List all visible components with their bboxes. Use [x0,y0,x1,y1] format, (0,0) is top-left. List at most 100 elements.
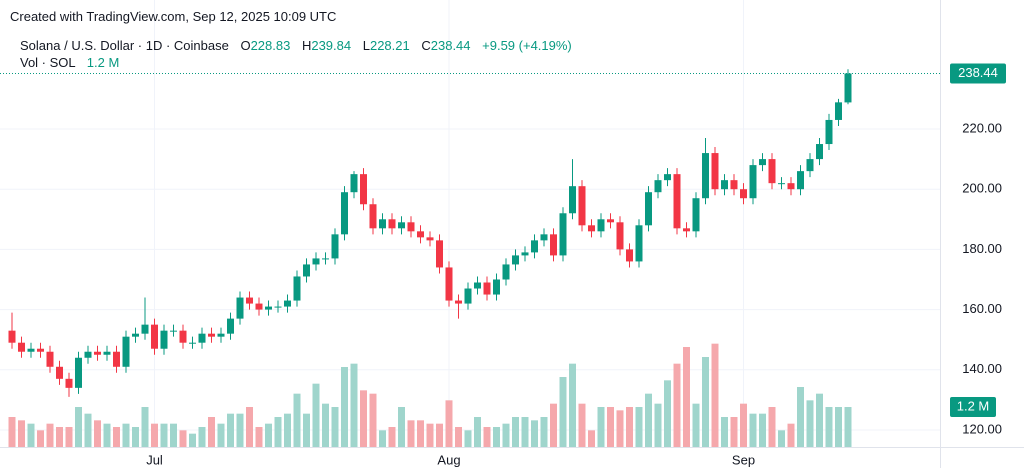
candle-body [759,159,766,166]
candle-body [312,258,320,265]
candle-body [721,180,728,190]
volume-bar [825,407,833,447]
volume-bar [398,407,405,447]
candle-body [740,189,747,199]
candle-body [673,174,681,229]
candle-body [369,204,377,229]
volume-bar [493,427,500,447]
candle-body [521,252,529,256]
candle-body [436,240,443,268]
volume-bar [464,430,472,447]
ohlc-value: 238.44 [430,38,471,53]
symbol: Solana / U.S. Dollar · 1D · Coinbase [20,38,229,53]
x-tick-label: Jul [146,452,163,467]
candle-body [18,342,25,352]
candle-body [797,171,804,190]
volume-bar [797,387,804,447]
volume-bar [597,407,605,447]
volume-bar [778,430,785,447]
candle-body [113,351,120,367]
volume-bar [635,407,643,447]
candle-body [236,297,244,319]
candle-body [65,378,73,388]
candle-body [379,219,386,229]
volume-bar [455,427,462,447]
candle-body [179,330,187,343]
volume-bar [578,403,586,447]
volume-bar [274,417,282,447]
ohlc-value: 228.83 [250,38,291,53]
candle-body [341,192,348,235]
candle-body [141,324,149,334]
volume-bar [265,423,272,447]
candle-body [84,351,92,358]
volume-bar [122,423,130,447]
candle-body [198,333,206,343]
volume-bar [816,393,823,447]
volume-bar [626,407,633,447]
candle-body [322,258,329,260]
candle-body [702,153,709,199]
x-tick-label: Aug [437,452,460,467]
candle-body [208,333,215,337]
candle-body [151,324,158,349]
candle-body [388,219,396,229]
volume-bar [730,417,738,447]
y-tick-label: 140.00 [962,361,1002,376]
volume-bar [436,423,443,447]
candle-body [455,300,462,304]
volume-bar [217,423,225,447]
y-tick-label: 180.00 [962,241,1002,256]
volume-bar [331,407,339,447]
volume-bar [37,430,44,447]
y-tick-label: 120.00 [962,421,1002,436]
volume-label: Vol · SOL [20,55,76,70]
candle-body [844,73,852,103]
volume-bar [151,423,158,447]
volume-bar [255,427,263,447]
volume-bar [113,427,120,447]
volume-bar [588,430,595,447]
ohlc-value: 239.84 [311,38,352,53]
legend-row: Solana / U.S. Dollar · 1D · Coinbase O22… [20,38,572,53]
candle-body [540,234,548,241]
volume-bar [540,417,548,447]
volume-bar [179,430,187,447]
candle-body [493,279,500,295]
candle-body [103,351,111,355]
volume-bar [132,427,139,447]
candle-body [122,336,130,367]
candle-body [483,282,491,295]
volume-bar [103,423,111,447]
candle-body [284,300,291,307]
volume-bar [702,357,709,447]
candle-body [531,240,538,253]
candle-body [778,183,785,185]
volume-bar [198,427,206,447]
candle-body [730,180,738,190]
candle-body [217,333,225,337]
volume-bar [65,427,73,447]
candle-body [255,303,263,310]
volume-bar [559,377,567,447]
volume-bar [236,413,244,447]
volume-bar [844,407,852,447]
ohlc-value: 228.21 [369,38,410,53]
candle-body [27,348,35,352]
last-price-tag [950,63,1006,84]
volume-bar [683,347,690,447]
volume-bar [379,430,386,447]
volume-bar [46,423,54,447]
candle-body [768,159,776,184]
volume-bar [189,433,196,447]
volume-bar [616,410,624,447]
volume-bar [312,383,320,447]
candle-body [189,342,196,344]
volume-bar [94,420,101,447]
volume-bar [293,393,301,447]
volume-bar [673,363,681,447]
volume-bar [521,417,529,447]
volume-bar [749,413,757,447]
volume-bar [664,380,671,447]
